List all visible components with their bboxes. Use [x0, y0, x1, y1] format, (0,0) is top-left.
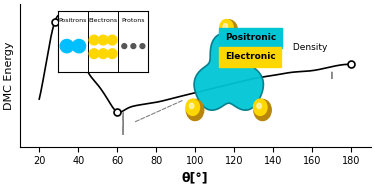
Circle shape [89, 35, 99, 45]
PathPatch shape [194, 33, 263, 110]
Y-axis label: DMC Energy: DMC Energy [4, 41, 14, 110]
Circle shape [107, 35, 117, 45]
Circle shape [220, 19, 233, 36]
Circle shape [189, 103, 194, 109]
Text: Density: Density [290, 43, 328, 52]
Text: Protons: Protons [122, 18, 145, 23]
Circle shape [257, 103, 261, 109]
Text: Electrons: Electrons [88, 18, 118, 23]
Text: Positrons: Positrons [59, 18, 87, 23]
Circle shape [89, 49, 99, 59]
Text: Positronic: Positronic [225, 33, 276, 42]
Circle shape [122, 44, 127, 49]
Circle shape [254, 99, 271, 121]
Text: Electronic: Electronic [225, 52, 276, 61]
Circle shape [254, 99, 267, 115]
Circle shape [186, 99, 204, 121]
Circle shape [140, 44, 145, 49]
Circle shape [223, 24, 228, 29]
Circle shape [98, 35, 108, 45]
Circle shape [72, 40, 86, 53]
Circle shape [60, 40, 74, 53]
Circle shape [131, 44, 136, 49]
Circle shape [186, 99, 200, 115]
X-axis label: θ[°]: θ[°] [182, 172, 209, 185]
Circle shape [107, 49, 117, 59]
Circle shape [220, 20, 237, 41]
Circle shape [98, 49, 108, 59]
